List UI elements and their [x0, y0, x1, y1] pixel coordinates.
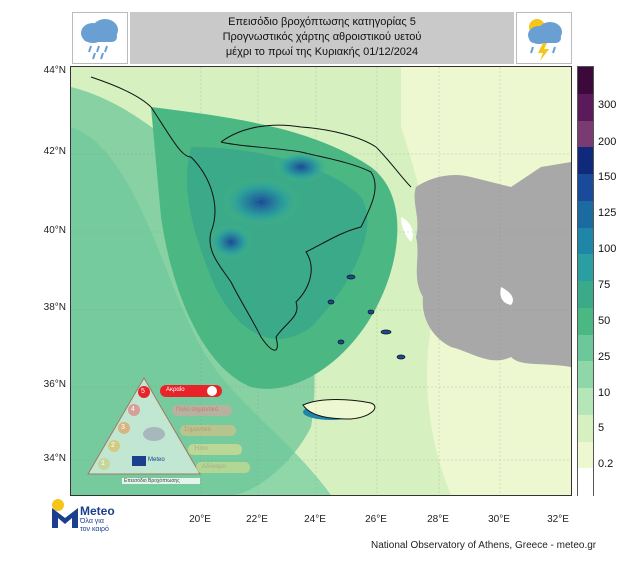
- colorbar-segment: [578, 388, 593, 416]
- colorbar-segment: [578, 254, 593, 282]
- title-line-3: μέχρι το πρωί της Κυριακής 01/12/2024: [225, 46, 419, 58]
- severity-number: 5: [141, 388, 145, 395]
- thunderstorm-cloud-icon: [516, 12, 572, 64]
- lat-label: 36°N: [43, 379, 66, 390]
- colorbar-segment: [578, 200, 593, 228]
- logo-tagline-1: Όλα για: [80, 518, 104, 525]
- lat-label: 42°N: [43, 146, 66, 157]
- precipitation-colorbar: [577, 66, 594, 496]
- lat-label: 34°N: [43, 453, 66, 464]
- colorbar-label: 300: [598, 99, 617, 111]
- colorbar-label: 10: [598, 387, 611, 399]
- severity-level-extreme: Ακραίο: [166, 387, 185, 393]
- severity-number: 3: [121, 424, 125, 431]
- colorbar-label: 200: [598, 136, 617, 148]
- colorbar-label: 50: [598, 315, 611, 327]
- colorbar-label: 100: [598, 243, 617, 255]
- colorbar-segment: [578, 414, 593, 442]
- lon-label: 30°E: [488, 514, 510, 525]
- colorbar-segment: [578, 174, 593, 202]
- lat-label: 40°N: [43, 225, 66, 236]
- title-line-2: Προγνωστικός χάρτης αθροιστικού υετού: [222, 31, 422, 43]
- colorbar-segment: [578, 361, 593, 389]
- rain-cloud-icon: [72, 12, 128, 64]
- severity-scale-title: Επεισόδιο Βροχόπτωσης: [124, 478, 180, 484]
- colorbar-label: 25: [598, 351, 611, 363]
- lon-label: 32°E: [547, 514, 569, 525]
- colorbar-label: 5: [598, 422, 605, 434]
- colorbar-segment: [578, 334, 593, 362]
- colorbar-segment: [578, 468, 593, 496]
- colorbar-segment: [578, 441, 593, 469]
- colorbar-label: 0.2: [598, 458, 614, 470]
- logo-name: Meteo: [80, 504, 115, 518]
- lon-label: 24°E: [304, 514, 326, 525]
- lon-label: 22°E: [246, 514, 268, 525]
- colorbar-label: 125: [598, 207, 617, 219]
- lon-label: 20°E: [189, 514, 211, 525]
- logo-tagline: Όλα για τον καιρό: [80, 518, 109, 534]
- lon-label: 28°E: [427, 514, 449, 525]
- lon-label: 26°E: [365, 514, 387, 525]
- title-line-1: Επεισόδιο βροχόπτωσης κατηγορίας 5: [228, 16, 416, 28]
- colorbar-segment: [578, 281, 593, 309]
- colorbar-segment: [578, 147, 593, 175]
- colorbar-label: 75: [598, 279, 611, 291]
- colorbar-segment: [578, 67, 593, 95]
- lat-label: 38°N: [43, 302, 66, 313]
- severity-triangle-icon: Ακραίο Πολύ σημαντικό Σημαντικό Ήπιο Αδύ…: [82, 372, 272, 490]
- meteo-logo-icon: [50, 498, 80, 530]
- severity-level: Σημαντικό: [184, 427, 211, 433]
- colorbar-segment: [578, 307, 593, 335]
- colorbar-segment: [578, 120, 593, 148]
- severity-number: 2: [111, 442, 115, 449]
- severity-brand: Meteo: [148, 457, 165, 463]
- colorbar-segment: [578, 93, 593, 121]
- lat-label: 44°N: [43, 65, 66, 76]
- logo-tagline-2: τον καιρό: [80, 526, 109, 533]
- severity-level: Ήπιο: [194, 446, 208, 452]
- map-title: Επεισόδιο βροχόπτωσης κατηγορίας 5 Προγν…: [130, 12, 514, 64]
- precipitation-map: [70, 66, 572, 496]
- severity-number: 4: [131, 406, 135, 413]
- footer-credit: National Observatory of Athens, Greece -…: [371, 540, 597, 551]
- severity-level: Αδύναμο: [202, 464, 226, 470]
- colorbar-label: 150: [598, 171, 617, 183]
- colorbar-segment: [578, 227, 593, 255]
- severity-level: Πολύ σημαντικό: [176, 407, 219, 413]
- severity-number: 1: [101, 460, 105, 467]
